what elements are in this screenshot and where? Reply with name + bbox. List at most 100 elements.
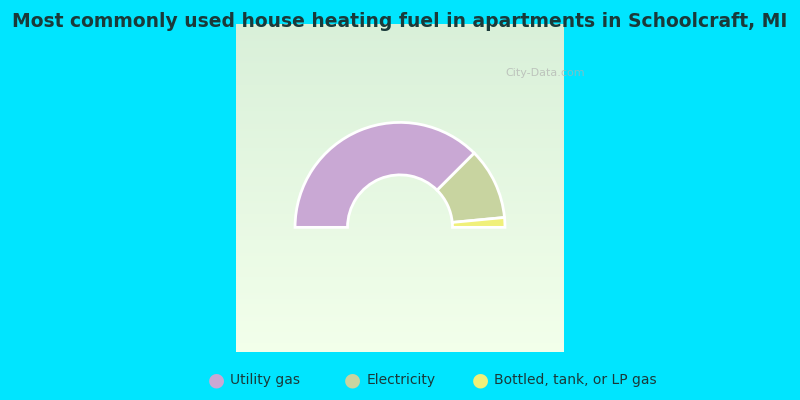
Bar [236,114,564,116]
Bar [236,260,564,262]
Bar [236,282,564,284]
Bar [236,280,564,282]
Bar [236,177,564,179]
Bar [236,273,564,276]
Bar [236,26,564,28]
Bar [236,341,564,343]
Bar [236,288,564,291]
Bar [236,252,564,254]
Bar [236,66,564,68]
Bar [236,42,564,44]
Bar [236,59,564,61]
Bar [236,214,564,216]
Bar [236,343,564,346]
Bar [236,68,564,70]
Bar [236,63,564,66]
Bar [236,142,564,144]
Bar [236,166,564,168]
Bar [236,24,564,26]
Bar [236,92,564,94]
Bar [236,267,564,269]
Bar [236,70,564,72]
Bar [236,116,564,118]
Bar [236,173,564,175]
Bar [236,30,564,33]
Bar [236,112,564,114]
Bar [236,55,564,57]
Bar [236,149,564,151]
Bar [236,227,564,230]
Bar [236,203,564,206]
Bar [236,240,564,243]
Bar [236,232,564,234]
Bar [236,105,564,107]
Bar [236,83,564,85]
Bar [236,98,564,100]
Bar [236,313,564,315]
Bar [236,194,564,197]
Bar [236,182,564,184]
Bar [236,295,564,297]
Bar [236,188,564,190]
Bar [236,328,564,330]
Bar [236,35,564,37]
Bar [236,72,564,74]
Bar [236,197,564,199]
Bar [236,52,564,55]
Bar [236,245,564,247]
Bar [236,153,564,155]
Bar [236,127,564,129]
Bar [236,243,564,245]
Bar [236,256,564,258]
Bar [236,140,564,142]
Bar [236,216,564,219]
Bar [236,33,564,35]
Bar [236,324,564,326]
Bar [236,310,564,313]
Bar [236,157,564,160]
Bar [236,236,564,238]
Bar [236,129,564,131]
Bar [236,319,564,321]
Bar [236,346,564,348]
Bar [236,326,564,328]
Bar [236,230,564,232]
Bar [236,103,564,105]
Bar [236,184,564,186]
Bar [236,332,564,334]
Bar [236,131,564,133]
Bar [236,271,564,273]
Bar [236,221,564,223]
Bar [236,44,564,46]
Bar [236,269,564,271]
Bar [236,249,564,252]
Bar [236,122,564,124]
Bar [236,109,564,112]
Text: Utility gas: Utility gas [230,373,301,387]
Bar [236,284,564,286]
Bar [236,124,564,127]
Bar [236,190,564,192]
Bar [236,321,564,324]
Bar [236,286,564,288]
Bar [236,234,564,236]
Bar [236,334,564,337]
Text: ●: ● [207,370,225,390]
Bar [236,304,564,306]
Bar [236,258,564,260]
Bar [236,306,564,308]
Bar [236,201,564,203]
Bar [236,175,564,177]
Bar [236,57,564,59]
Bar [236,155,564,157]
Bar [236,88,564,90]
Bar [236,136,564,138]
Bar [236,208,564,210]
Bar [236,350,564,352]
Bar [236,339,564,341]
Bar [236,39,564,42]
Bar [236,50,564,52]
Text: ●: ● [343,370,361,390]
Bar [236,90,564,92]
Text: ●: ● [471,370,489,390]
